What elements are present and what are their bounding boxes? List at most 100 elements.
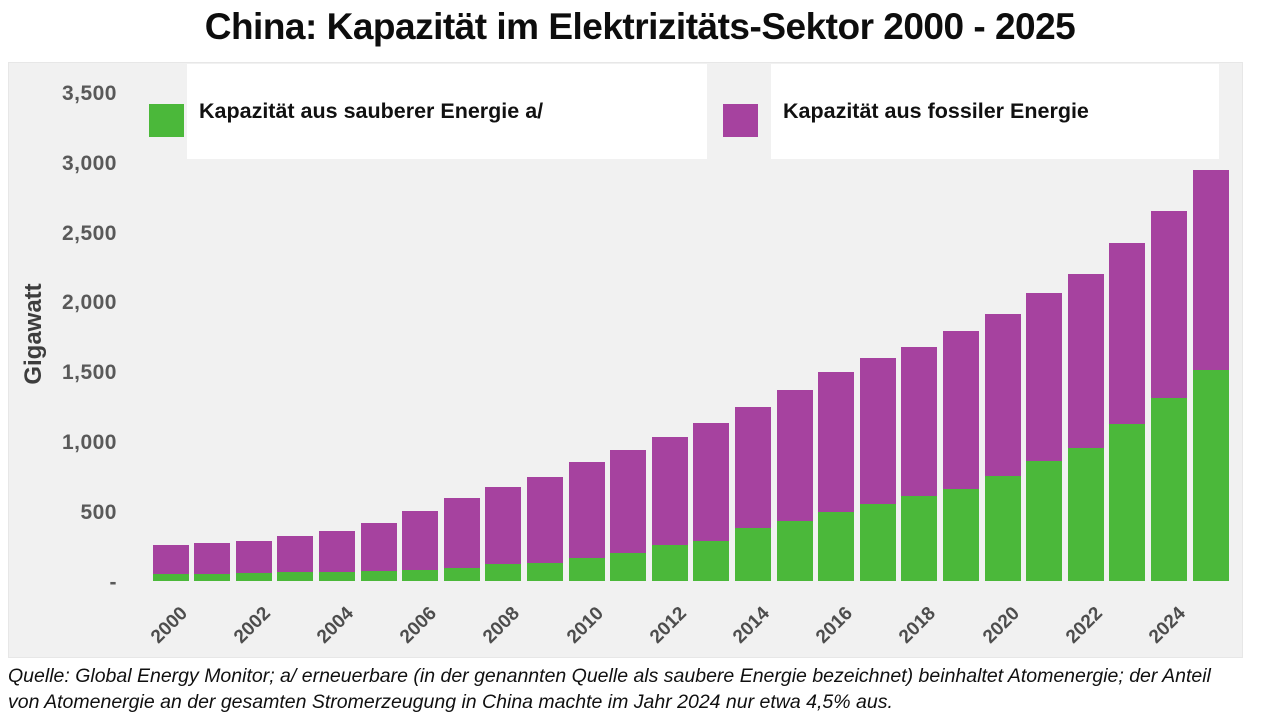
bar-2002 <box>235 540 272 581</box>
x-tick-2022: 2022 <box>1061 603 1107 648</box>
bar-2008 <box>485 486 522 581</box>
bar-2016 <box>818 371 855 581</box>
bar-2014 <box>734 407 771 581</box>
bar-segment-clean-2004 <box>318 571 355 581</box>
x-tick-2002: 2002 <box>229 603 275 648</box>
bar-segment-clean-2013 <box>693 541 730 581</box>
legend-item-fossil-energy: Kapazität aus fossiler Energie <box>771 64 1219 159</box>
bar-segment-fossil-2002 <box>235 540 272 573</box>
legend-label-clean-energy: Kapazität aus sauberer Energie a/ <box>199 99 544 123</box>
bar-segment-clean-2012 <box>651 544 688 581</box>
bar-segment-fossil-2003 <box>277 535 314 572</box>
bar-segment-fossil-2016 <box>818 371 855 512</box>
bar-segment-clean-2015 <box>776 520 813 581</box>
x-tick-2008: 2008 <box>479 603 525 648</box>
source-note-line2: von Atomenergie an der gesamten Stromerz… <box>8 691 893 713</box>
bar-segment-fossil-2005 <box>360 523 397 571</box>
bar-segment-clean-2009 <box>526 562 563 581</box>
y-tick-3000: 3,000 <box>61 151 117 175</box>
bar-segment-fossil-2025 <box>1192 169 1229 371</box>
x-tick-2016: 2016 <box>812 603 857 648</box>
bar-segment-fossil-2012 <box>651 436 688 545</box>
bar-segment-fossil-2013 <box>693 422 730 542</box>
bar-2000 <box>152 545 189 581</box>
chart-title: China: Kapazität im Elektrizitäts-Sektor… <box>204 6 1076 47</box>
bar-segment-fossil-2018 <box>901 347 938 496</box>
bar-segment-clean-2016 <box>818 511 855 581</box>
bar-2019 <box>942 331 979 581</box>
bar-2003 <box>277 535 314 581</box>
bar-segment-clean-2021 <box>1026 460 1063 581</box>
bar-segment-fossil-2021 <box>1026 292 1063 461</box>
bar-segment-clean-2020 <box>984 476 1021 581</box>
bar-segment-fossil-2022 <box>1067 273 1104 448</box>
y-tick-2000: 2,000 <box>61 291 117 315</box>
bar-segment-fossil-2001 <box>194 543 231 575</box>
bar-segment-fossil-2024 <box>1150 211 1187 399</box>
bar-segment-fossil-2010 <box>568 462 605 558</box>
legend-label-fossil-energy: Kapazität aus fossiler Energie <box>783 99 1089 123</box>
legend-item-clean-energy: Kapazität aus sauberer Energie a/ <box>187 64 707 159</box>
bar-segment-clean-2000 <box>152 574 189 581</box>
bar-2012 <box>651 436 688 581</box>
x-tick-2024: 2024 <box>1144 603 1190 648</box>
bar-segment-clean-2008 <box>485 564 522 581</box>
bar-segment-clean-2011 <box>610 553 647 581</box>
bar-2004 <box>318 531 355 581</box>
bar-segment-clean-2007 <box>443 568 480 581</box>
bar-2015 <box>776 389 813 581</box>
bar-segment-clean-2005 <box>360 570 397 581</box>
legend-swatch-clean-icon <box>149 104 184 137</box>
bar-segment-fossil-2017 <box>859 357 896 504</box>
bar-2005 <box>360 523 397 581</box>
bar-segment-clean-2014 <box>734 527 771 581</box>
bar-segment-fossil-2000 <box>152 545 189 575</box>
bar-2007 <box>443 497 480 581</box>
bar-segment-clean-2025 <box>1192 370 1229 581</box>
bar-segment-clean-2002 <box>235 572 272 581</box>
bar-segment-fossil-2019 <box>942 331 979 489</box>
bar-segment-fossil-2023 <box>1109 243 1146 424</box>
x-tick-2004: 2004 <box>312 603 358 648</box>
bar-segment-clean-2024 <box>1150 398 1187 581</box>
source-note-line1: Quelle: Global Energy Monitor; a/ erneue… <box>8 665 1211 687</box>
y-tick-2500: 2,500 <box>61 221 117 245</box>
bar-2001 <box>194 543 231 581</box>
x-tick-2018: 2018 <box>895 603 941 648</box>
bar-2017 <box>859 357 896 581</box>
y-tick-500: 500 <box>80 500 117 524</box>
bar-2024 <box>1150 211 1187 581</box>
bar-segment-fossil-2015 <box>776 389 813 521</box>
plot-area: 3,500 3,000 2,500 2,000 1,500 1,000 500 - 2000 20… <box>9 63 1242 657</box>
bar-2018 <box>901 347 938 581</box>
x-tick-2012: 2012 <box>645 603 691 648</box>
y-tick-1000: 1,000 <box>61 430 117 454</box>
x-tick-2020: 2020 <box>978 603 1024 648</box>
bar-segment-fossil-2007 <box>443 497 480 569</box>
bar-segment-clean-2022 <box>1067 447 1104 581</box>
bar-segment-fossil-2009 <box>526 477 563 563</box>
bar-segment-clean-2018 <box>901 495 938 581</box>
bar-segment-fossil-2006 <box>402 511 439 570</box>
x-tick-2006: 2006 <box>396 603 441 648</box>
x-tick-2000: 2000 <box>146 603 192 648</box>
x-tick-2014: 2014 <box>728 603 774 648</box>
bar-2025 <box>1192 169 1229 581</box>
legend-swatch-fossil-icon <box>723 104 758 137</box>
bar-2013 <box>693 422 730 581</box>
bar-2009 <box>526 477 563 581</box>
bar-2020 <box>984 313 1021 581</box>
bar-segment-fossil-2014 <box>734 407 771 528</box>
bar-segment-clean-2010 <box>568 557 605 581</box>
source-note: Quelle: Global Energy Monitor; a/ erneue… <box>0 658 1280 720</box>
bar-2006 <box>402 511 439 581</box>
bar-segment-fossil-2020 <box>984 313 1021 477</box>
y-tick-1500: 1,500 <box>61 361 117 385</box>
bar-segment-clean-2001 <box>194 574 231 581</box>
chart-area: Gigawatt 3,500 3,000 2,500 2,000 1,500 1,000 5… <box>8 62 1243 658</box>
bar-segment-fossil-2004 <box>318 531 355 572</box>
bar-2010 <box>568 462 605 581</box>
bar-segment-clean-2003 <box>277 571 314 581</box>
y-tick-3500: 3,500 <box>61 81 117 105</box>
